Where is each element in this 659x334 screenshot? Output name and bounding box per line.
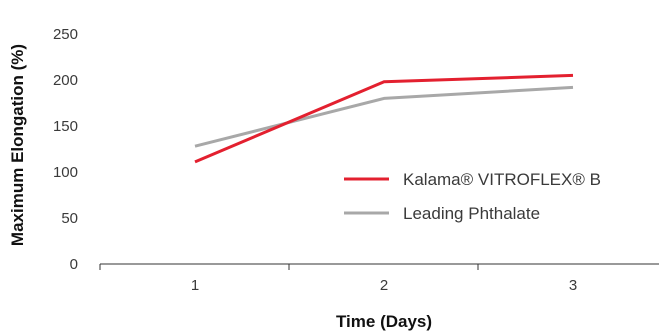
y-tick-label: 200 <box>53 72 78 89</box>
legend: Kalama® VITROFLEX® B Leading Phthalate <box>344 170 601 223</box>
y-axis-title: Maximum Elongation (%) <box>8 44 27 246</box>
y-axis-ticks: 0 50 100 150 200 250 <box>53 26 78 273</box>
legend-label: Kalama® VITROFLEX® B <box>403 170 601 189</box>
y-tick-label: 0 <box>70 256 78 273</box>
y-tick-label: 250 <box>53 26 78 43</box>
x-axis-title: Time (Days) <box>336 312 432 331</box>
y-tick-label: 150 <box>53 118 78 135</box>
series-line-2 <box>194 85 574 148</box>
x-tick-label: 3 <box>569 277 577 294</box>
y-tick-label: 100 <box>53 164 78 181</box>
series-lines <box>194 73 574 164</box>
series-line-1 <box>194 73 574 164</box>
x-tick-label: 2 <box>380 277 388 294</box>
x-axis-ticks: 1 2 3 <box>99 264 577 294</box>
y-tick-label: 50 <box>61 210 78 227</box>
legend-label: Leading Phthalate <box>403 204 540 223</box>
x-tick-label: 1 <box>191 277 199 294</box>
